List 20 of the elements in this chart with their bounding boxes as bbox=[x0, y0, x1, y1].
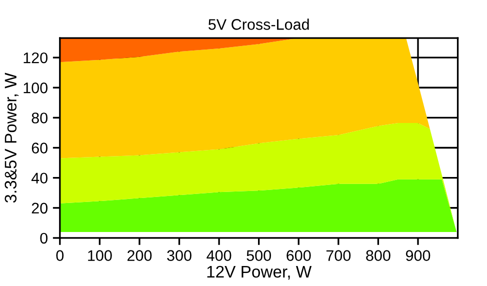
y-tick-label: 60 bbox=[32, 142, 48, 154]
x-tick-label: 500 bbox=[246, 250, 271, 261]
x-tick-label: 700 bbox=[326, 250, 351, 261]
x-tick-label: 600 bbox=[286, 250, 311, 261]
x-tick-label: 300 bbox=[167, 250, 192, 261]
y-tick-label: 20 bbox=[32, 202, 48, 214]
x-tick-label: 900 bbox=[406, 250, 430, 261]
chart-title: 5V Cross-Load bbox=[208, 18, 309, 30]
x-tick-label: 0 bbox=[56, 250, 64, 261]
y-axis-title: 3.3&5V Power, W bbox=[4, 72, 19, 203]
x-tick-label: 100 bbox=[88, 250, 112, 261]
x-tick-label: 200 bbox=[128, 250, 152, 261]
y-tick-label: 120 bbox=[24, 52, 48, 64]
y-tick-label: 80 bbox=[32, 112, 48, 124]
y-tick-label: 0 bbox=[40, 232, 48, 244]
x-axis-title: 12V Power, W bbox=[207, 266, 312, 280]
y-tick-label: 100 bbox=[24, 82, 48, 94]
y-tick-label: 40 bbox=[31, 172, 48, 184]
x-tick-label: 800 bbox=[366, 250, 390, 261]
x-tick-label: 400 bbox=[206, 250, 232, 261]
